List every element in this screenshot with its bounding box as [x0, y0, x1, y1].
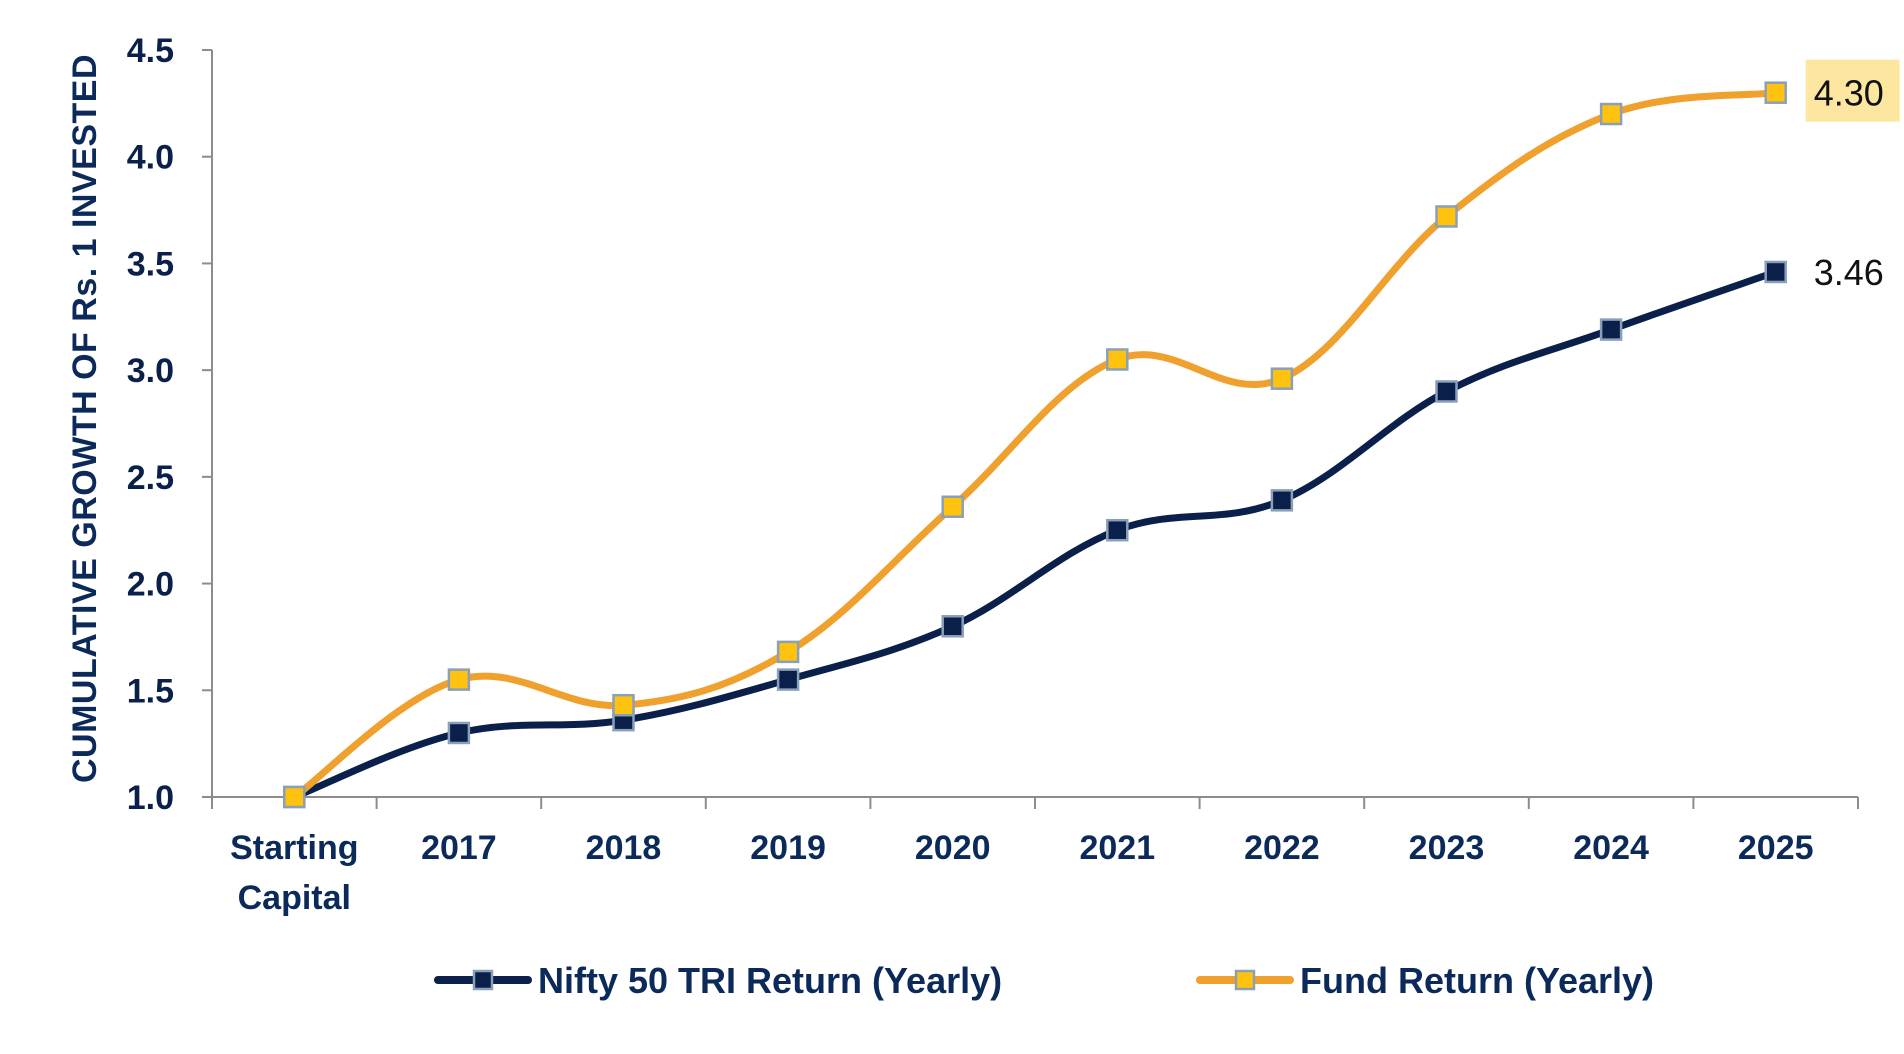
series-markers	[283, 81, 1787, 809]
legend-swatch-marker	[1234, 969, 1256, 991]
y-axis-title: CUMULATIVE GROWTH OF Rs. 1 INVESTED	[66, 54, 104, 783]
data-point	[1599, 102, 1623, 126]
legend-entry-label: Fund Return (Yearly)	[1300, 960, 1654, 1001]
data-point	[1599, 318, 1623, 341]
legend-entry-label: Nifty 50 TRI Return (Yearly)	[538, 960, 1002, 1001]
y-tick-label: 2.5	[127, 459, 174, 497]
y-tick-label: 4.0	[127, 139, 174, 177]
x-tick-label: 2020	[915, 829, 991, 867]
data-point	[283, 785, 306, 809]
y-tick-label: 4.5	[127, 32, 174, 70]
x-tick-label: 2018	[586, 829, 662, 867]
legend: Nifty 50 TRI Return (Yearly) Fund Return …	[434, 960, 1654, 1001]
axes: 1.0 1.5 2.0 2.5 3.0 3.5 4.0 4.5 Starting Capital 2…	[66, 32, 1859, 917]
y-tick-label: 2.0	[127, 566, 174, 604]
x-tick-label: 2023	[1409, 829, 1485, 867]
series-line-0	[290, 268, 1780, 801]
legend-swatch-marker	[472, 969, 494, 991]
x-tick-label: Starting Capital	[230, 829, 358, 917]
data-point	[1435, 205, 1458, 228]
data-point	[941, 615, 964, 638]
data-point	[447, 668, 471, 691]
end-value-label: 3.46	[1814, 252, 1884, 293]
x-tick-label: 2019	[750, 829, 826, 867]
data-point	[1435, 380, 1458, 403]
data-point	[1106, 348, 1129, 371]
data-point	[1764, 260, 1787, 284]
data-point	[1270, 367, 1294, 390]
series-lines	[290, 89, 1780, 801]
y-tick-label: 3.0	[127, 352, 174, 390]
data-point	[1106, 518, 1129, 542]
data-point	[776, 668, 800, 691]
data-point	[1764, 81, 1787, 104]
data-labels: 3.46 4.30	[1805, 59, 1900, 293]
x-tick-label: 2017	[421, 829, 497, 867]
x-tick-label: 2024	[1573, 829, 1649, 867]
data-point	[941, 495, 964, 518]
data-point	[1270, 489, 1294, 512]
end-value-label: 4.30	[1814, 73, 1884, 114]
y-tick-label: 3.5	[127, 245, 174, 283]
data-point	[776, 640, 800, 664]
data-point	[612, 693, 635, 717]
series-line-1	[290, 89, 1780, 801]
x-tick-label: 2022	[1244, 829, 1320, 867]
y-tick-label: 1.0	[127, 779, 174, 817]
x-tick-label: 2021	[1079, 829, 1155, 867]
x-tick-label: 2025	[1738, 829, 1814, 867]
data-point	[447, 721, 471, 745]
y-tick-label: 1.5	[127, 672, 174, 710]
end-label-highlight	[1805, 59, 1900, 122]
